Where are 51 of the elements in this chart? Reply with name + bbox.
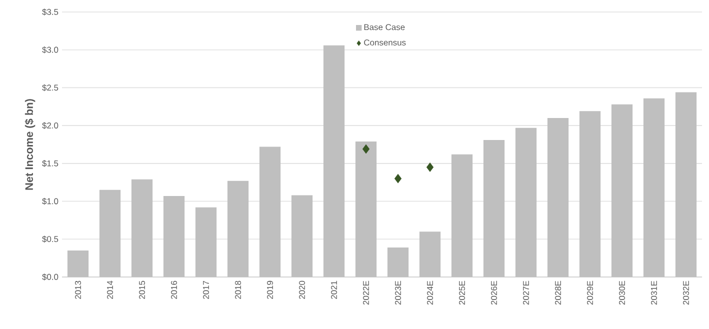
x-tick-label: 2023E bbox=[395, 280, 401, 305]
bar bbox=[675, 92, 697, 277]
y-tick-label: $3.0 bbox=[42, 46, 58, 54]
y-tick-label: $0.0 bbox=[42, 274, 58, 280]
x-tick-label: 2015 bbox=[139, 280, 145, 299]
x-tick-label: 2026E bbox=[491, 280, 497, 305]
bar bbox=[323, 45, 345, 277]
bar bbox=[163, 196, 185, 277]
x-tick-label: 2025E bbox=[459, 280, 465, 305]
x-tick-label: 2029E bbox=[587, 280, 593, 305]
x-tick-label: 2019 bbox=[267, 280, 273, 299]
x-tick-label: 2020 bbox=[299, 280, 305, 299]
y-tick-label: $0.5 bbox=[42, 236, 58, 243]
bar bbox=[611, 104, 633, 277]
bar bbox=[515, 128, 537, 277]
y-tick-label: $2.5 bbox=[42, 84, 58, 92]
bar bbox=[483, 140, 505, 277]
x-tick-label: 2013 bbox=[75, 280, 81, 299]
bar bbox=[355, 141, 377, 277]
bar bbox=[547, 118, 569, 277]
bar bbox=[643, 98, 665, 277]
x-tick-label: 2017 bbox=[203, 280, 209, 299]
x-tick-label: 2027E bbox=[523, 280, 529, 305]
x-tick-label: 2030E bbox=[619, 280, 625, 305]
bar bbox=[387, 247, 409, 277]
x-tick-label: 2022E bbox=[363, 280, 369, 305]
y-tick-label: $3.5 bbox=[42, 8, 58, 16]
bar bbox=[419, 232, 441, 277]
bar bbox=[451, 154, 473, 277]
bar bbox=[291, 195, 313, 277]
bar bbox=[67, 250, 89, 277]
legend-label: Consensus bbox=[364, 40, 406, 46]
bar bbox=[195, 207, 217, 277]
x-tick-label: 2018 bbox=[235, 280, 241, 299]
y-tick-label: $1.0 bbox=[42, 198, 58, 205]
y-axis-title: Net Income ($ bn) bbox=[24, 99, 36, 190]
bar bbox=[579, 111, 601, 277]
y-tick-label: $1.5 bbox=[42, 160, 58, 167]
bar bbox=[99, 190, 121, 277]
x-tick-label: 2031E bbox=[651, 280, 657, 305]
x-tick-label: 2024E bbox=[427, 280, 433, 305]
x-tick-label: 2028E bbox=[555, 280, 561, 305]
bar bbox=[259, 146, 281, 277]
bar bbox=[227, 180, 249, 277]
y-tick-label: $2.0 bbox=[42, 122, 58, 130]
x-tick-label: 2016 bbox=[171, 280, 177, 299]
x-tick-label: 2014 bbox=[107, 280, 113, 299]
legend-label: Base Case bbox=[364, 24, 405, 30]
x-tick-label: 2032E bbox=[683, 280, 689, 305]
x-tick-label: 2021 bbox=[331, 280, 337, 299]
bar bbox=[131, 179, 153, 277]
